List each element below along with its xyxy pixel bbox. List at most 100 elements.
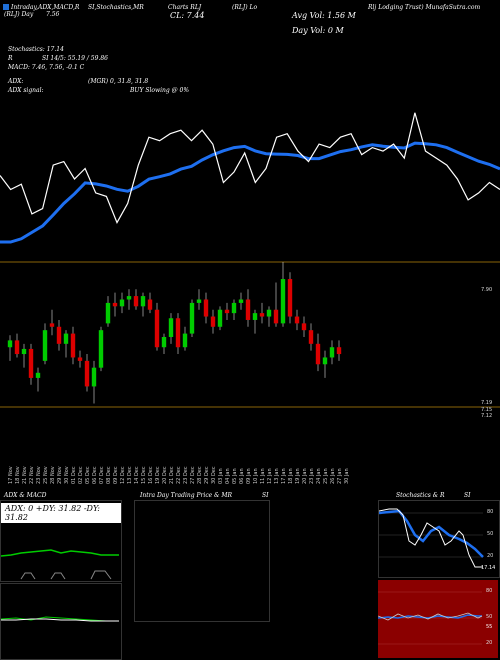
- date-label: 24 Jan: [316, 468, 322, 484]
- candle-body: [70, 333, 76, 358]
- header-close: CL: 7.44: [170, 11, 205, 20]
- stoch-si: SI: [464, 492, 471, 499]
- date-label: 29 Nov: [57, 466, 63, 484]
- candle-body: [28, 348, 34, 378]
- date-label: 19 Jan: [295, 468, 301, 484]
- moving-average-line: [0, 141, 500, 244]
- date-label: 21 Dec: [169, 466, 175, 484]
- candle-body: [273, 309, 279, 324]
- header-prev: 7.56: [46, 11, 60, 18]
- candle-body: [140, 296, 146, 307]
- candle-body: [217, 309, 223, 327]
- rsi-scale-80: 80: [486, 588, 493, 594]
- candle-body: [189, 302, 195, 334]
- candle-body: [84, 360, 90, 387]
- chart-icon[interactable]: [3, 4, 9, 10]
- date-label: 26 Jan: [330, 468, 336, 484]
- candle-body: [294, 316, 300, 324]
- date-label: 16 Dec: [148, 466, 154, 484]
- date-label: 30 Dec: [211, 466, 217, 484]
- date-label: 20 Jan: [302, 468, 308, 484]
- adx-signal-readout: ADX signal:: [8, 87, 44, 94]
- date-label: 12 Dec: [120, 466, 126, 484]
- adx-readout: ADX:: [8, 78, 24, 85]
- candle-body: [210, 316, 216, 327]
- candle-body: [112, 302, 118, 307]
- date-label: 07 Dec: [99, 466, 105, 484]
- candle-body: [259, 313, 265, 317]
- candle-body: [231, 302, 237, 314]
- date-label: 01 Dec: [71, 466, 77, 484]
- candle-body: [126, 296, 132, 300]
- date-label: 28 Dec: [197, 466, 203, 484]
- candle-body: [21, 348, 27, 355]
- date-label: 30 Jan: [344, 468, 350, 484]
- candle-body: [238, 299, 244, 303]
- date-label: 09 Dec: [113, 466, 119, 484]
- day-vol: Day Vol: 0 M: [292, 26, 344, 35]
- macd-panel: [0, 583, 122, 660]
- header-day-range: (RLJ) Day: [4, 11, 34, 18]
- candle-body: [329, 347, 335, 358]
- rsi-scale-50: 50: [486, 614, 493, 620]
- date-label: 13 Dec: [127, 466, 133, 484]
- stochastics-lines: [379, 508, 484, 568]
- stoch-readout: Stochastics: 17.14: [8, 46, 64, 53]
- candle-body: [133, 296, 139, 307]
- date-label: 17 Jan: [281, 468, 287, 484]
- rsi-scale-20: 20: [486, 640, 493, 646]
- adx-panel-title: ADX & MACD: [4, 492, 47, 499]
- date-label: 23 Dec: [183, 466, 189, 484]
- date-label: 09 Jan: [246, 468, 252, 484]
- date-label: 05 Jan: [232, 468, 238, 484]
- date-label: 14 Dec: [134, 466, 140, 484]
- candle-body: [147, 299, 153, 310]
- candle-body: [119, 299, 125, 307]
- date-label: 03 Jan: [218, 468, 224, 484]
- date-label: 02 Dec: [78, 466, 84, 484]
- stoch-panel-title: Stochastics & R: [396, 492, 445, 499]
- date-axis: 17 Nov 18 Nov 21 Nov 22 Nov 23 Nov 25 Nov 28 N…: [8, 466, 350, 484]
- candle-body: [98, 330, 104, 368]
- candle-body: [301, 323, 307, 331]
- candle-body: [105, 302, 111, 324]
- date-label: 06 Jan: [239, 468, 245, 484]
- macd-readout: MACD: 7.46, 7.56, -0.1 C: [8, 64, 85, 71]
- candle-body: [91, 367, 97, 387]
- date-label: 21 Nov: [22, 466, 28, 484]
- date-label: 19 Dec: [155, 466, 161, 484]
- header-title: (RLJ) Lo: [232, 4, 258, 11]
- candle-body: [35, 372, 41, 378]
- date-label: 23 Jan: [309, 468, 315, 484]
- level-low1-label: 7.15: [481, 407, 493, 413]
- date-label: 06 Dec: [92, 466, 98, 484]
- candle-body: [42, 330, 48, 361]
- date-label: 10 Jan: [253, 468, 259, 484]
- stoch-scale-50: 50: [487, 531, 494, 537]
- date-label: 08 Dec: [106, 466, 112, 484]
- candle-body: [14, 340, 20, 355]
- date-label: 27 Dec: [190, 466, 196, 484]
- date-label: 20 Dec: [162, 466, 168, 484]
- r-readout: R: [8, 55, 13, 62]
- date-label: 25 Nov: [43, 466, 49, 484]
- date-label: 17 Nov: [8, 466, 14, 484]
- level-mid-label: 7.19: [481, 400, 493, 406]
- rsi-panel: 80 50 20 55: [378, 580, 498, 658]
- candle-body: [182, 333, 188, 348]
- macd-lines: [1, 616, 119, 622]
- candle-body: [161, 337, 167, 348]
- rsi-readout: SI 14/5: 55.19 / 59.86: [42, 55, 108, 62]
- stochastics-panel: 80 50 20 17.14: [378, 500, 500, 578]
- candle-body: [308, 330, 314, 344]
- mgr-readout: (MGR) 0, 31.8, 31.8: [88, 78, 149, 85]
- candle-body: [49, 323, 55, 327]
- candle-body: [7, 340, 13, 348]
- candle-body: [224, 309, 230, 314]
- candle-body: [63, 333, 69, 344]
- intraday-panel: [134, 500, 270, 622]
- header-charts: Charts RLJ: [168, 4, 202, 11]
- stoch-scale-80: 80: [487, 509, 494, 515]
- level-low2-label: 7.12: [481, 413, 493, 419]
- adx-panel: ADX: 0 +DY: 31.82 -DY: 31.82: [0, 500, 122, 582]
